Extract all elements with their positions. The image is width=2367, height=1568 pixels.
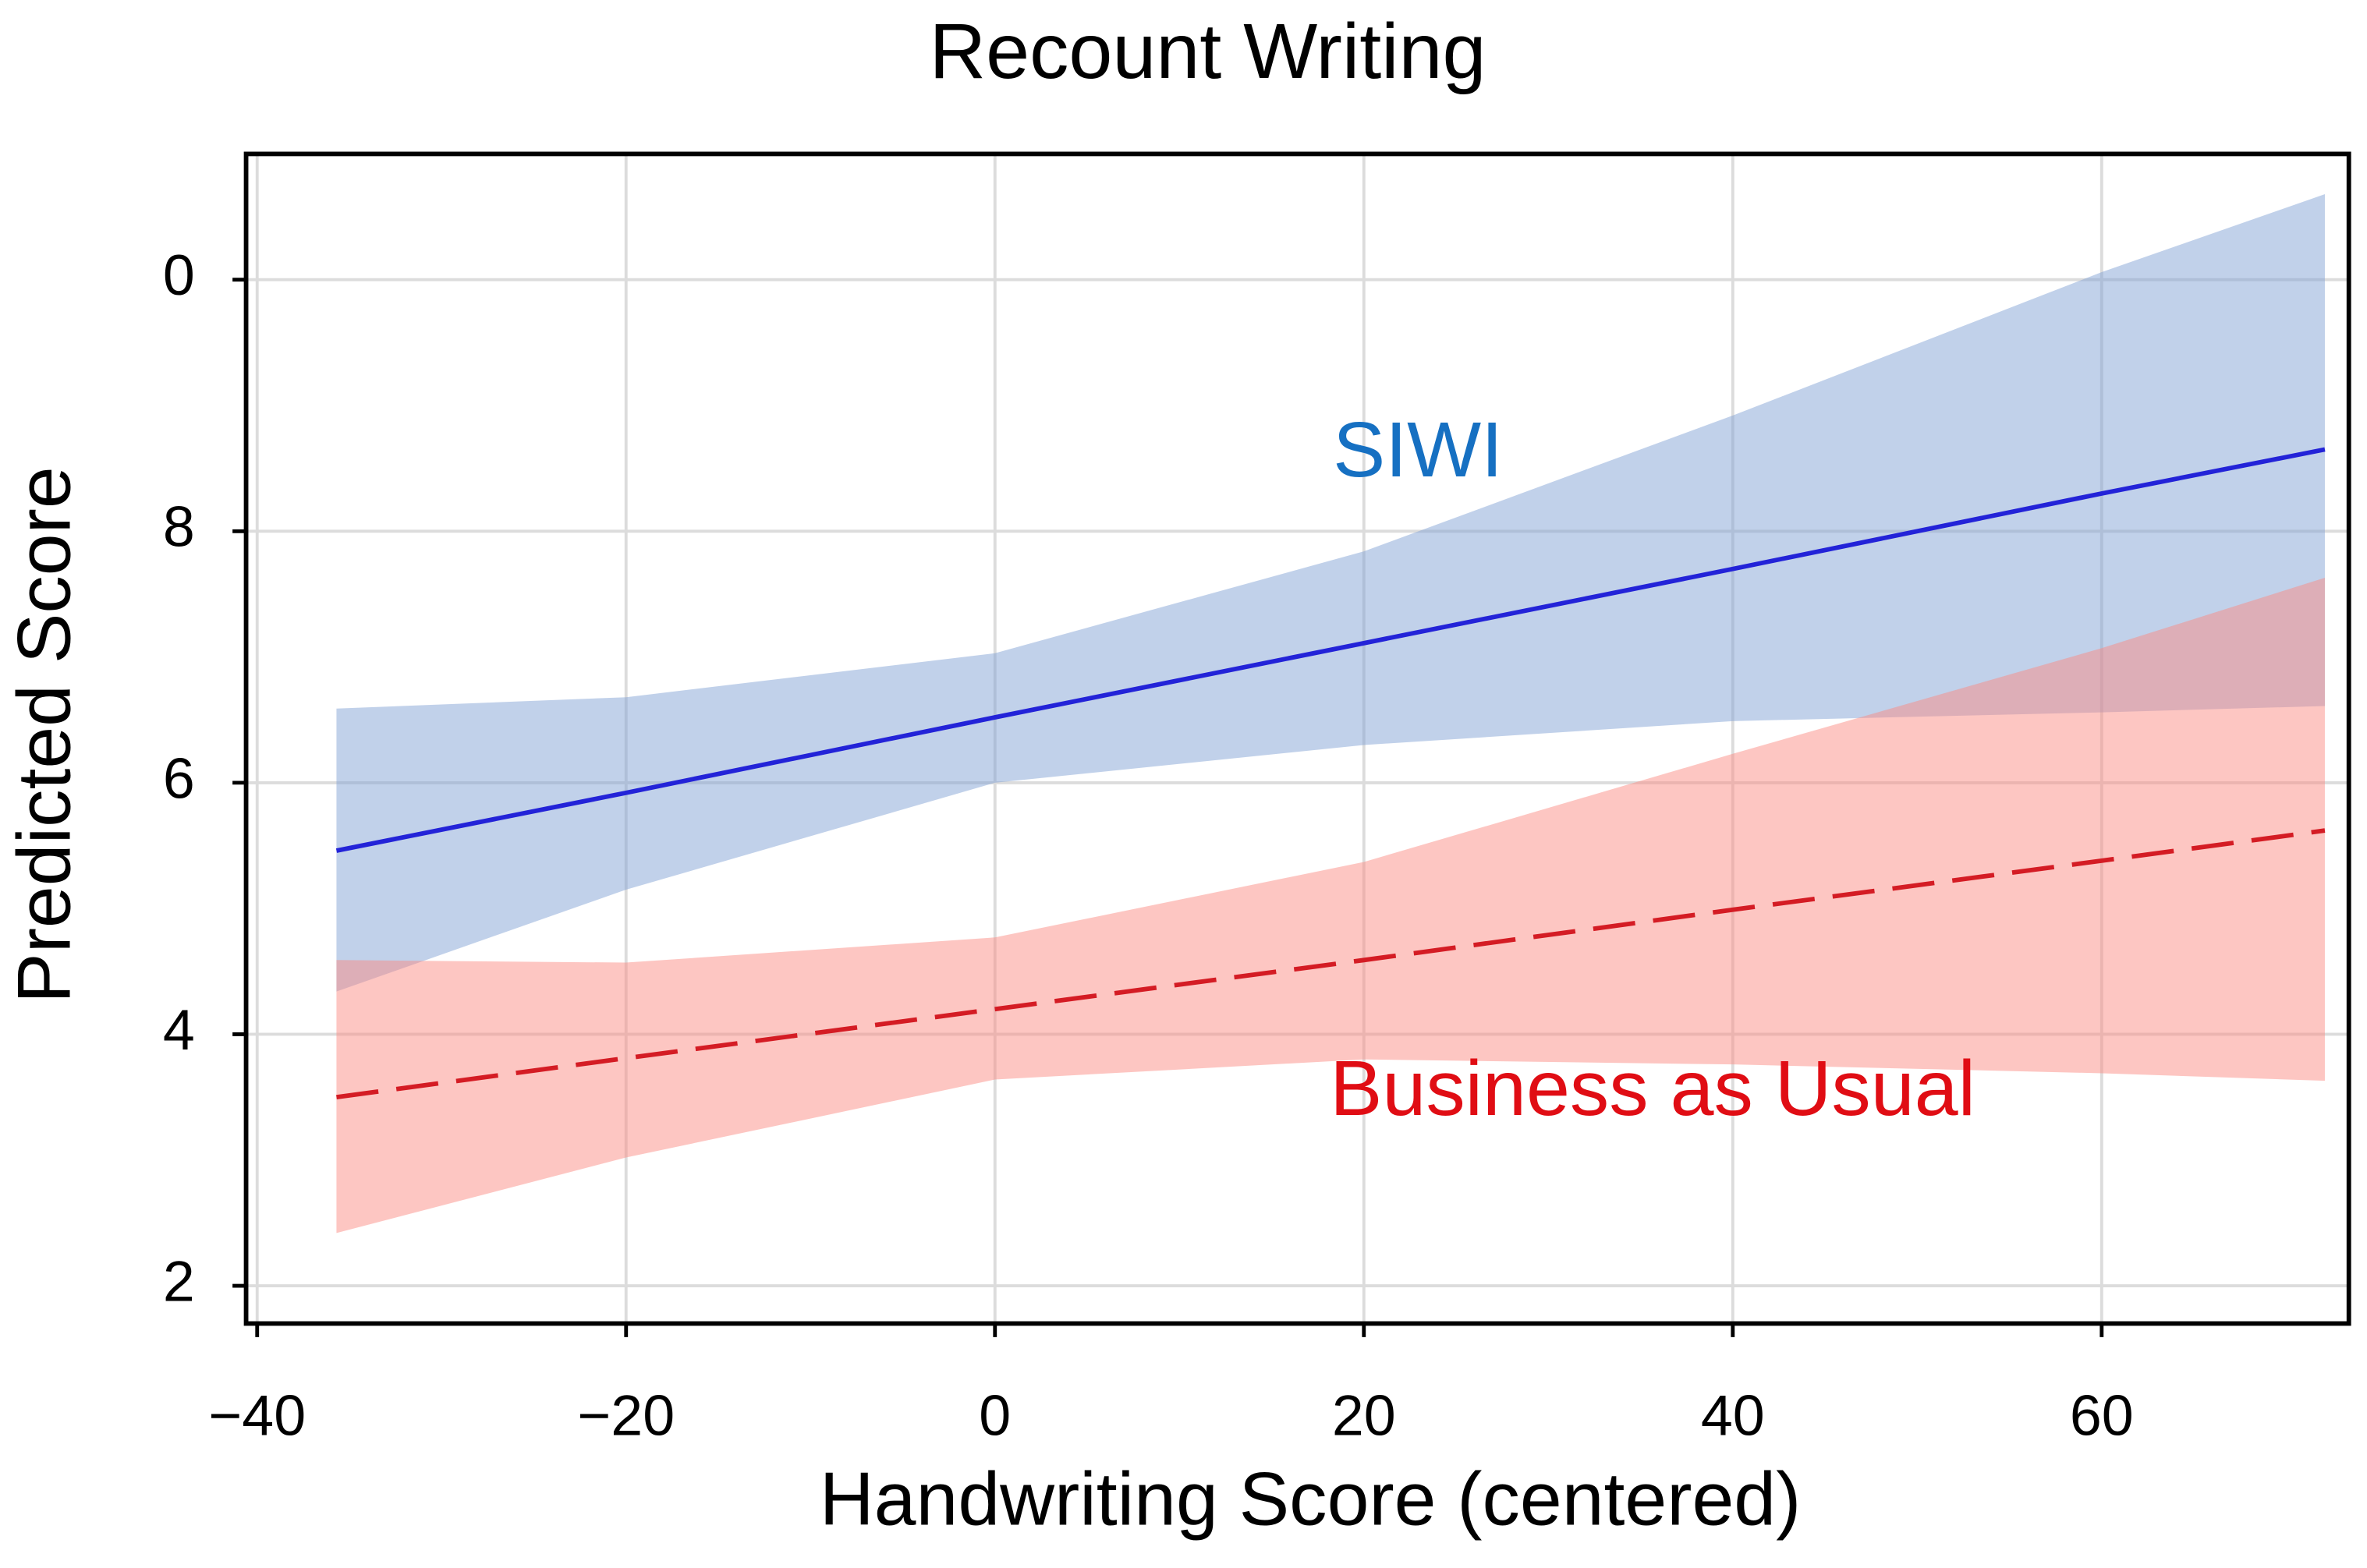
x-tick-label: −40 [208, 1383, 306, 1448]
y-tick-label: 4 [163, 997, 195, 1062]
y-tick-label: 8 [163, 494, 195, 559]
series-label: Business as Usual [1330, 1045, 1975, 1132]
y-tick-label: 2 [163, 1248, 195, 1313]
x-tick-label: 20 [1332, 1383, 1396, 1448]
y-axis-label: Predicted Score [1, 466, 86, 1003]
y-tick-label: 0 [163, 242, 195, 307]
series-label: SIWI [1333, 406, 1503, 494]
x-axis-label: Handwriting Score (centered) [820, 1456, 1802, 1541]
chart-title: Recount Writing [929, 8, 1486, 95]
confidence-band [336, 194, 2325, 992]
x-tick-label: −20 [577, 1383, 675, 1448]
line [336, 828, 2326, 1099]
x-tick-label: 0 [979, 1383, 1011, 1448]
confidence-band [336, 577, 2325, 1234]
x-tick-label: 40 [1701, 1383, 1765, 1448]
y-tick-label: 6 [163, 745, 195, 810]
x-tick-label: 60 [2070, 1383, 2134, 1448]
plot-frame [243, 151, 2351, 1326]
line [335, 447, 2326, 853]
